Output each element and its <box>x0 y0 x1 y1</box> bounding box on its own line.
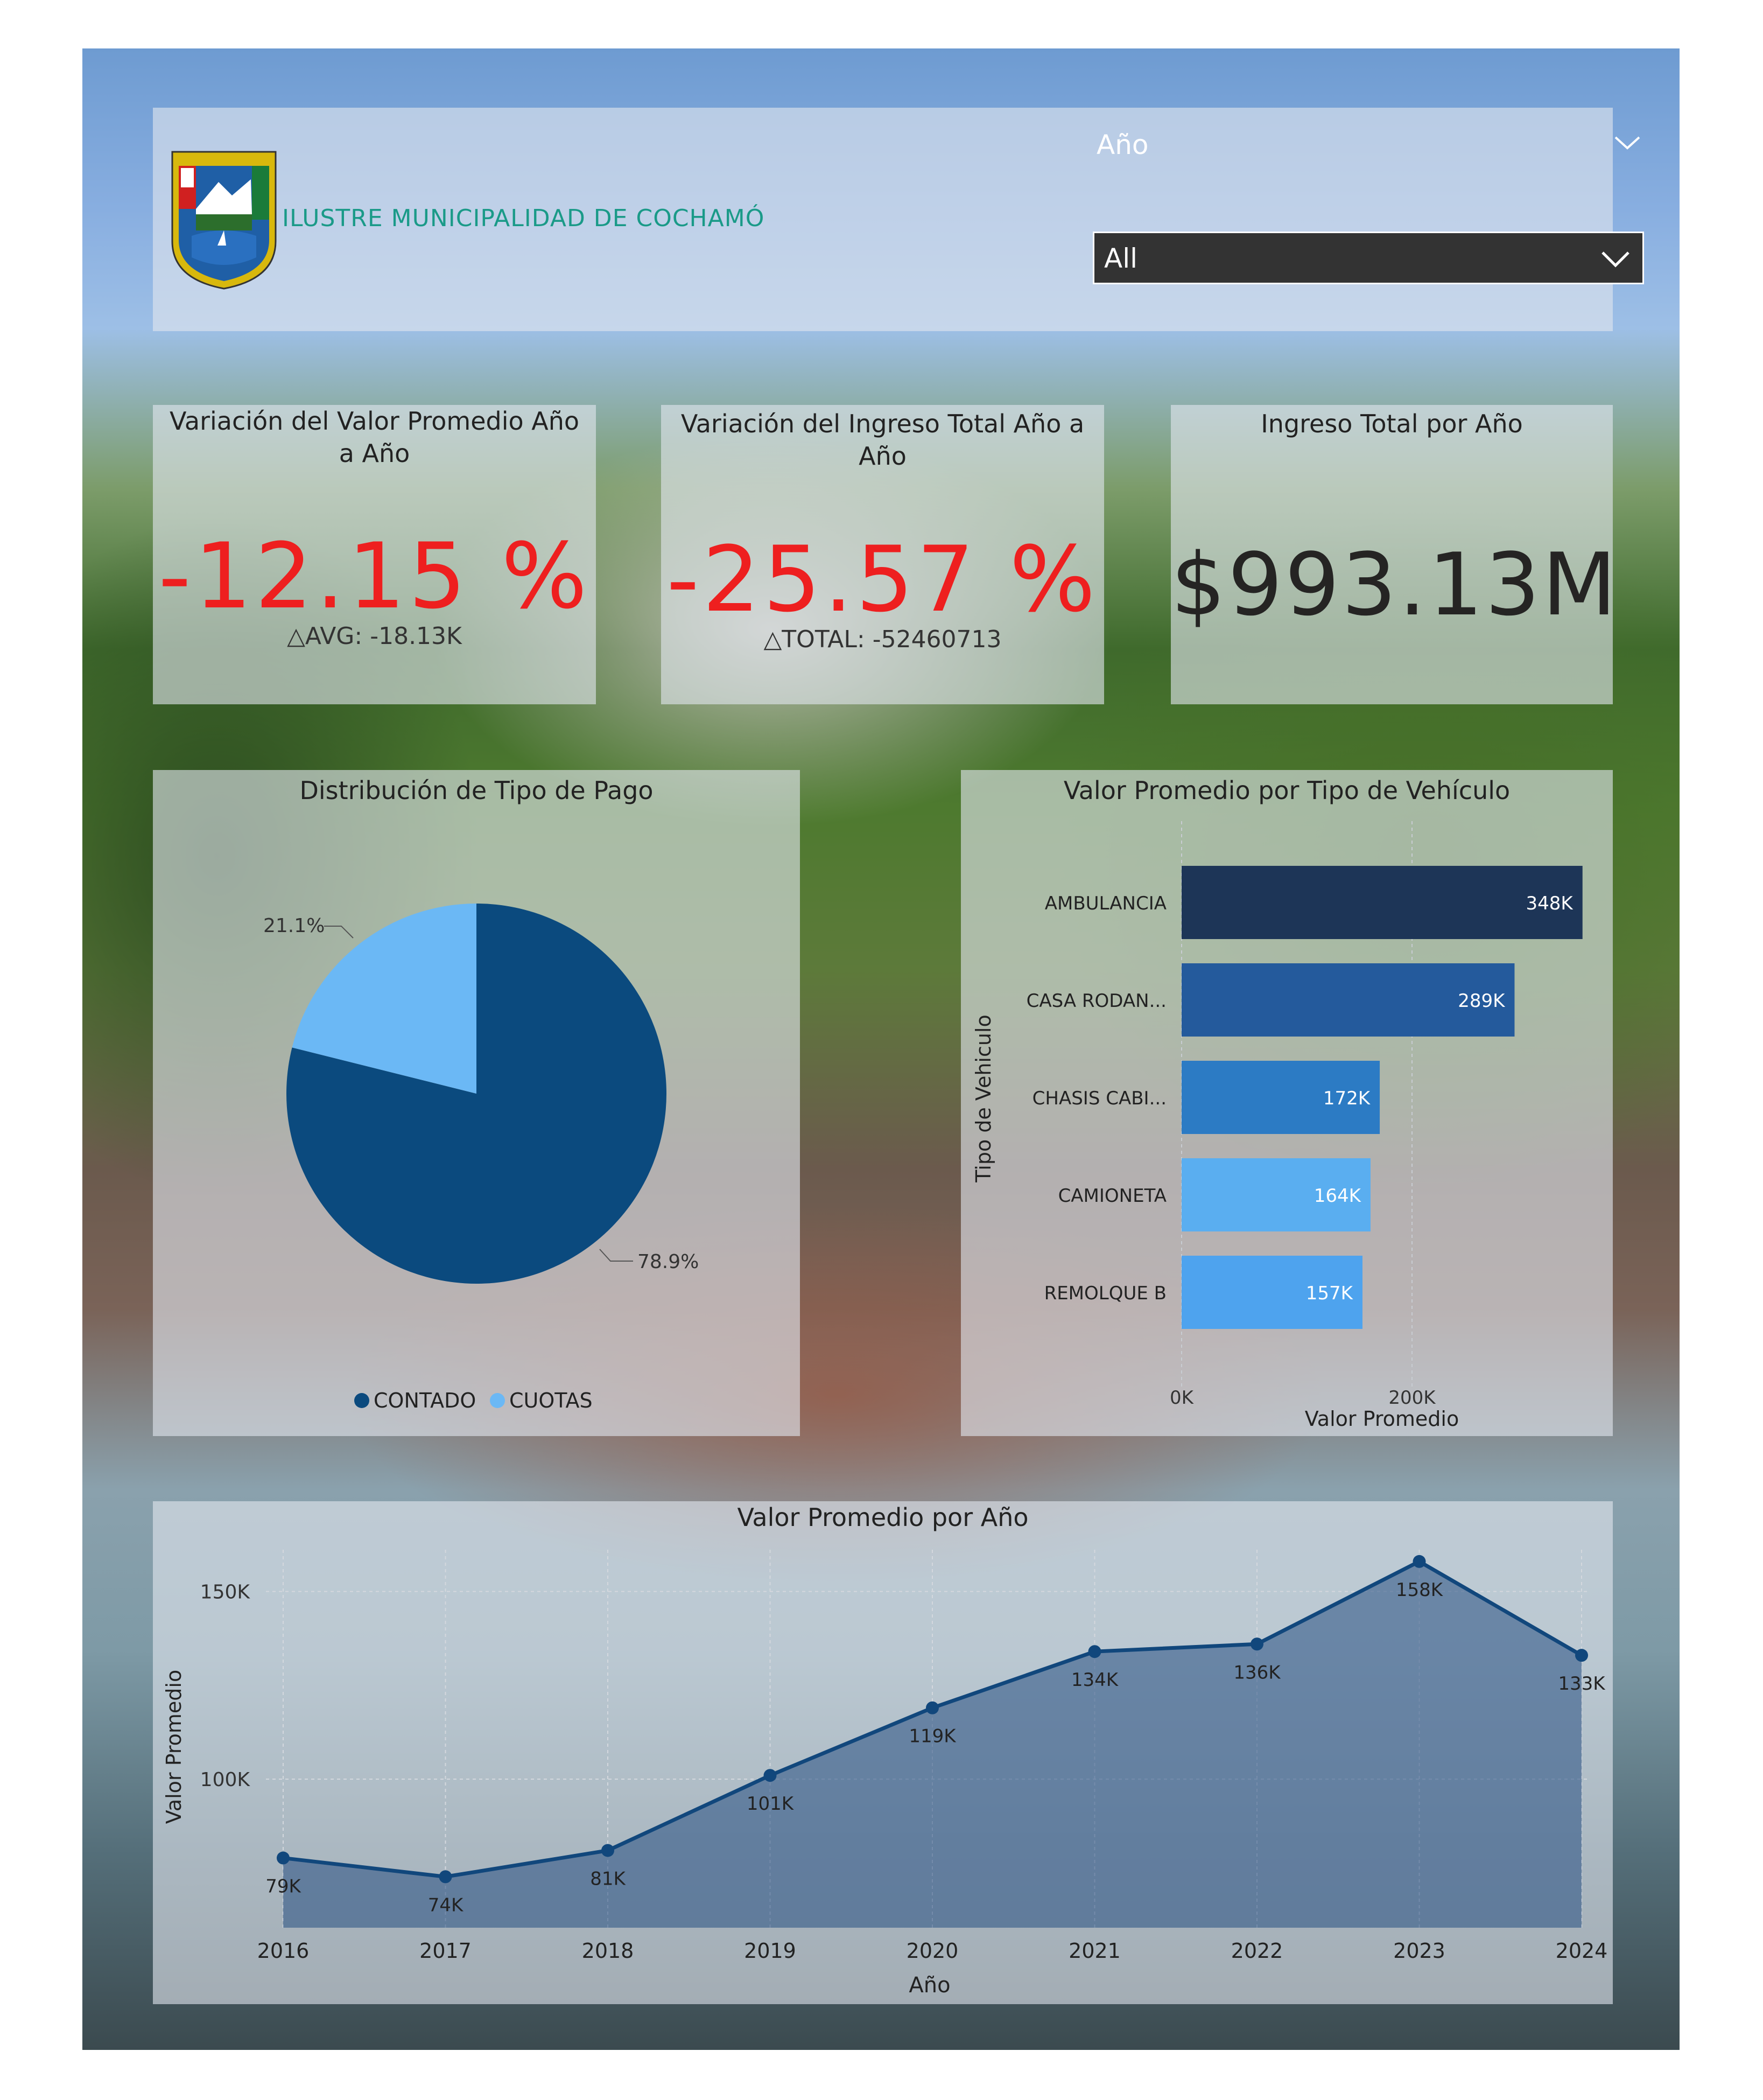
line-data-label: 158K <box>1396 1579 1444 1601</box>
kpi-total-variation-delta: △TOTAL: -52460713 <box>763 626 1002 653</box>
bar-category-label: CHASIS CABI... <box>1032 1088 1167 1109</box>
pie-legend: CONTADO CUOTAS <box>354 1389 593 1412</box>
line-point-2016[interactable] <box>277 1851 290 1865</box>
pie-panel: Distribución de Tipo de Pago 78.9% 21.1%… <box>153 770 800 1436</box>
line-x-tick-label: 2020 <box>907 1939 959 1963</box>
bar-value-label: 172K <box>1323 1088 1371 1109</box>
bar-panel: Valor Promedio por Tipo de Vehículo Tipo… <box>961 770 1613 1436</box>
line-title: Valor Promedio por Año <box>737 1503 1029 1532</box>
line-data-label: 134K <box>1071 1669 1119 1691</box>
line-x-tick-label: 2022 <box>1231 1939 1283 1963</box>
bar-category-label: REMOLQUE B <box>1044 1283 1167 1304</box>
line-data-label: 81K <box>590 1868 626 1890</box>
kpi-avg-variation: Variación del Valor Promedio Año a Año -… <box>153 405 596 704</box>
line-data-label: 74K <box>428 1894 464 1916</box>
kpi-total-variation-title: Variación del Ingreso Total Año a Año <box>680 409 1085 471</box>
kpi-avg-variation-delta: △AVG: -18.13K <box>287 622 462 650</box>
kpi-avg-variation-value: -12.15 % <box>158 523 591 629</box>
line-x-tick-label: 2016 <box>257 1939 310 1963</box>
legend-cuotas-label: CUOTAS <box>509 1389 593 1412</box>
org-name: ILUSTRE MUNICIPALIDAD DE COCHAMÓ <box>282 205 765 232</box>
year-dropdown-value: All <box>1104 243 1137 274</box>
line-point-2017[interactable] <box>439 1870 452 1884</box>
kpi-avg-variation-title: Variación del Valor Promedio Año a Año <box>170 407 579 468</box>
line-panel: Valor Promedio por Año Valor Promedio Añ… <box>153 1501 1613 2004</box>
slicer-collapse-chevron-icon[interactable] <box>1611 132 1643 153</box>
line-data-label: 101K <box>747 1793 795 1815</box>
bar-2[interactable] <box>1182 963 1515 1037</box>
bar-3[interactable] <box>1182 1061 1380 1134</box>
line-point-2024[interactable] <box>1575 1649 1588 1662</box>
legend-contado-label: CONTADO <box>374 1389 476 1412</box>
line-y-tick-label: 150K <box>200 1581 251 1604</box>
pie-label-cuotas: 21.1% <box>263 915 325 937</box>
pie-chart: 78.9% 21.1% CONTADO CUOTAS <box>263 904 699 1412</box>
bar-x-axis-title: Valor Promedio <box>1305 1407 1459 1431</box>
line-data-label: 133K <box>1558 1673 1606 1695</box>
line-point-2020[interactable] <box>926 1701 939 1714</box>
kpi-total-income: Ingreso Total por Año $993.13M <box>1171 405 1619 704</box>
pie-leader-cuotas <box>324 926 354 939</box>
line-x-tick-label: 2021 <box>1069 1939 1121 1963</box>
bar-5[interactable] <box>1182 1256 1362 1329</box>
line-data-label: 136K <box>1233 1662 1281 1683</box>
line-y-tick-label: 100K <box>200 1769 251 1791</box>
line-point-2018[interactable] <box>601 1844 614 1857</box>
bar-chart: Tipo de Vehiculo Valor Promedio 0K 200K AM… <box>972 821 1583 1431</box>
municipal-shield-icon <box>171 151 277 290</box>
dashboard-canvas: I. MUNICIPALIDAD DE COCHAMÓ ILUSTRE MUNI… <box>82 48 1680 2050</box>
line-point-2023[interactable] <box>1413 1555 1426 1568</box>
legend-cuotas-marker <box>490 1393 505 1408</box>
header-panel: I. MUNICIPALIDAD DE COCHAMÓ ILUSTRE MUNI… <box>153 108 1613 331</box>
line-y-axis-title: Valor Promedio <box>162 1670 186 1824</box>
bar-x-tick-label: 0K <box>1170 1387 1195 1409</box>
bar-value-label: 157K <box>1306 1283 1354 1304</box>
kpi-total-income-value: $993.13M <box>1171 534 1619 635</box>
year-dropdown[interactable]: All <box>1093 232 1644 284</box>
bar-1[interactable] <box>1182 866 1583 939</box>
bar-title: Valor Promedio por Tipo de Vehículo <box>1063 776 1511 805</box>
pie-leader-contado <box>599 1249 633 1262</box>
bar-value-label: 289K <box>1458 990 1506 1012</box>
kpi-total-variation: Variación del Ingreso Total Año a Año -2… <box>661 405 1104 704</box>
line-chart: Valor Promedio Año 150K 100K 79K 2016 74K 201… <box>162 1550 1608 1998</box>
line-area-fill <box>283 1561 1582 1928</box>
line-x-tick-label: 2023 <box>1393 1939 1445 1963</box>
line-point-2022[interactable] <box>1251 1637 1263 1651</box>
bar-category-label: AMBULANCIA <box>1045 893 1167 914</box>
line-x-tick-label: 2018 <box>582 1939 634 1963</box>
year-slicer-label: Año <box>1097 129 1149 160</box>
kpi-total-income-title: Ingreso Total por Año <box>1261 409 1523 438</box>
pie-slices <box>286 904 666 1284</box>
logo: I. MUNICIPALIDAD DE COCHAMÓ <box>170 150 278 291</box>
bar-4[interactable] <box>1182 1158 1371 1231</box>
bar-category-label: CAMIONETA <box>1058 1185 1167 1207</box>
bar-value-label: 164K <box>1314 1185 1362 1207</box>
bar-value-label: 348K <box>1526 893 1574 914</box>
legend-contado-marker <box>354 1393 369 1408</box>
bar-x-tick-label: 200K <box>1388 1387 1436 1409</box>
line-point-2021[interactable] <box>1088 1645 1101 1658</box>
line-x-tick-label: 2019 <box>744 1939 796 1963</box>
line-data-label: 79K <box>265 1876 301 1898</box>
line-data-label: 119K <box>909 1726 957 1747</box>
bar-y-axis-title: Tipo de Vehiculo <box>972 1014 995 1182</box>
line-x-tick-label: 2024 <box>1556 1939 1608 1963</box>
line-point-2019[interactable] <box>763 1769 777 1782</box>
pie-slice-cuotas[interactable] <box>292 904 476 1094</box>
pie-label-contado: 78.9% <box>637 1251 699 1273</box>
line-x-tick-label: 2017 <box>419 1939 472 1963</box>
pie-title: Distribución de Tipo de Pago <box>299 776 654 805</box>
chevron-down-icon <box>1602 251 1629 268</box>
kpi-total-variation-value: -25.57 % <box>666 527 1099 632</box>
line-x-axis-title: Año <box>909 1973 950 1998</box>
bar-category-label: CASA RODAN... <box>1027 990 1167 1012</box>
